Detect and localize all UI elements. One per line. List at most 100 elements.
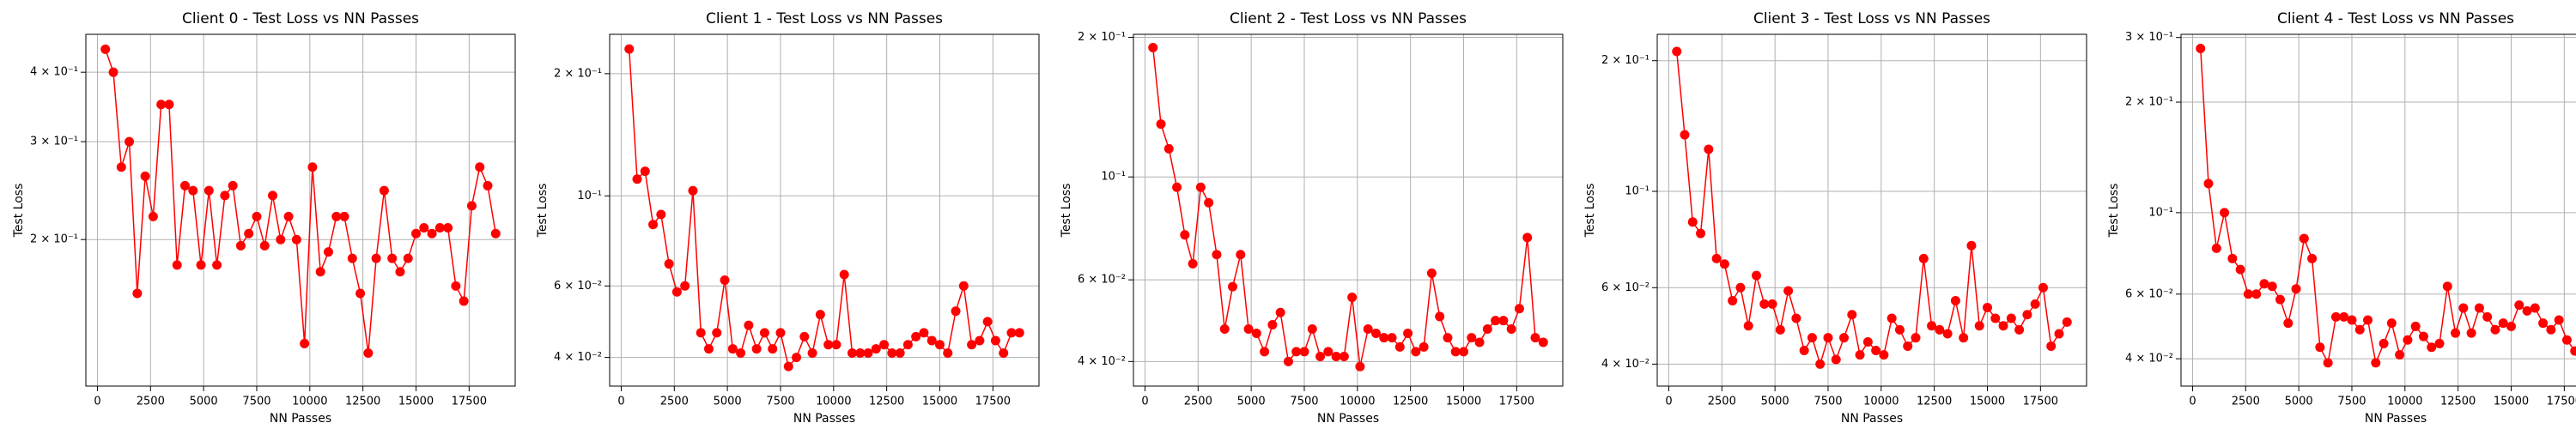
data-point [403, 253, 413, 263]
data-point [2196, 44, 2206, 54]
data-point [1862, 337, 1873, 347]
data-point [100, 44, 111, 54]
y-tick-label: 4 × 10⁻¹ [30, 66, 78, 79]
data-point [688, 185, 698, 196]
data-point [2395, 350, 2405, 360]
data-point [125, 136, 135, 147]
data-point [1251, 329, 1261, 339]
y-tick-label: 2 × 10⁻¹ [554, 67, 602, 80]
x-tick-label: 0 [94, 396, 100, 408]
data-point [1935, 324, 1945, 335]
data-point [1696, 228, 1706, 239]
data-point [927, 335, 937, 346]
data-point [2522, 305, 2532, 316]
data-point [1990, 313, 2001, 323]
data-point [1711, 253, 1722, 263]
series-line [1151, 47, 1544, 367]
data-point [2006, 313, 2016, 323]
data-point [1775, 324, 1785, 335]
x-tick-label: 17500 [452, 396, 487, 408]
data-point [975, 335, 985, 346]
data-point [736, 348, 746, 359]
subplot: 0 2500 5000 7500 10000 12500 15000 17500 4 × 10⁻… [1060, 10, 1564, 426]
data-point [212, 260, 222, 270]
data-point [902, 340, 913, 350]
data-point [148, 211, 158, 221]
data-point [1180, 230, 1190, 240]
data-point [1267, 320, 1278, 330]
data-point [1148, 43, 1158, 53]
x-tick-label: 7500 [766, 396, 794, 408]
data-point [792, 353, 802, 363]
data-point [783, 361, 793, 372]
data-point [411, 228, 422, 239]
data-point [1759, 299, 1770, 309]
data-point [1260, 347, 1270, 357]
y-tick-label: 3 × 10⁻¹ [2125, 31, 2173, 44]
chart-title: Client 4 - Test Loss vs NN Passes [2277, 10, 2514, 27]
data-point [2275, 294, 2285, 305]
x-tick-label: 2500 [137, 396, 165, 408]
data-point [2339, 311, 2349, 322]
data-point [768, 344, 778, 354]
data-point [2490, 324, 2500, 335]
data-point [879, 340, 890, 350]
data-point [2466, 328, 2476, 338]
data-point [1522, 233, 1533, 243]
data-point [1411, 347, 1421, 357]
data-point [727, 344, 738, 354]
data-point [2291, 284, 2301, 294]
y-tick-label: 4 × 10⁻² [2125, 353, 2173, 366]
x-tick-label: 5000 [190, 396, 218, 408]
data-point [2434, 338, 2445, 348]
data-point [1974, 321, 1984, 331]
x-tick-label: 10000 [1863, 396, 1899, 408]
data-point [1959, 333, 1969, 343]
data-point [244, 228, 254, 239]
x-tick-label: 7500 [1290, 396, 1318, 408]
y-tick-label: 10⁻¹ [2148, 206, 2173, 219]
x-tick-label: 5000 [1761, 396, 1789, 408]
data-point [1823, 333, 1833, 343]
data-point [1498, 316, 1509, 326]
data-point [1950, 295, 1960, 305]
data-point [958, 281, 969, 291]
data-point [1839, 333, 1850, 343]
data-point [483, 180, 493, 190]
data-point [640, 166, 650, 177]
data-point [1212, 250, 1222, 260]
data-point [2323, 358, 2333, 368]
data-point [1506, 323, 1516, 334]
data-point [1243, 323, 1254, 334]
data-point [1299, 347, 1309, 357]
x-axis-label: NN Passes [1841, 412, 1903, 426]
data-point [1687, 217, 1698, 227]
data-point [172, 260, 182, 270]
data-point [475, 162, 485, 172]
x-tick-label: 2500 [1708, 396, 1736, 408]
data-point [395, 267, 405, 277]
data-point [1339, 352, 1349, 362]
data-point [990, 335, 1000, 346]
data-point [443, 222, 453, 233]
data-point [2030, 299, 2040, 309]
x-tick-label: 0 [1141, 396, 1148, 408]
data-point [887, 348, 897, 359]
data-point [1435, 311, 1445, 322]
data-point [1459, 347, 1469, 357]
data-point [1163, 143, 1174, 154]
data-point [1767, 299, 1777, 309]
data-point [2474, 303, 2484, 313]
x-tick-label: 15000 [2494, 396, 2529, 408]
data-point [1680, 130, 1690, 140]
x-tick-label: 2500 [660, 396, 689, 408]
data-point [379, 185, 389, 196]
subplot: 0 2500 5000 7500 10000 12500 15000 17500 4 × 10⁻… [2107, 10, 2576, 426]
data-point [2530, 303, 2540, 313]
data-point [116, 162, 126, 172]
y-tick-label: 4 × 10⁻² [1601, 358, 1649, 371]
data-point [863, 348, 873, 359]
data-point [1783, 286, 1794, 296]
data-point [1903, 341, 1913, 351]
data-point [935, 340, 945, 350]
